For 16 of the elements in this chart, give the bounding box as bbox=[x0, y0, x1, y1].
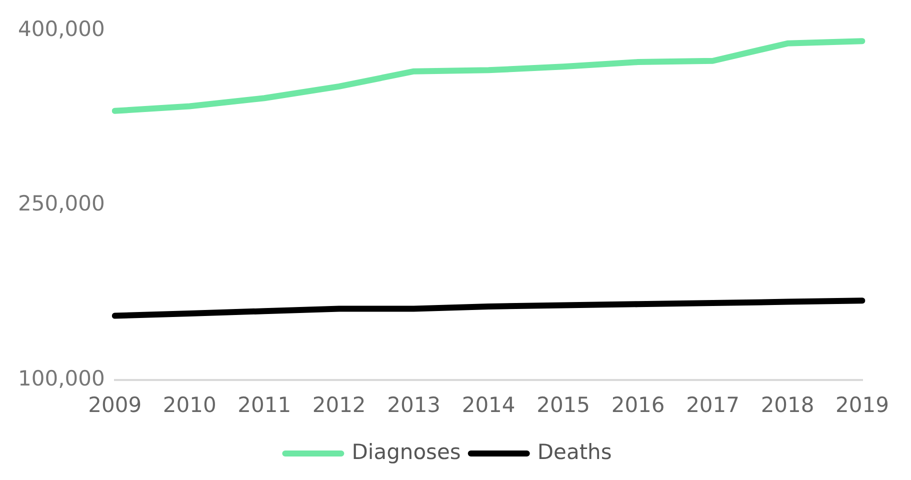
x-tick-label: 2015 bbox=[536, 392, 590, 417]
x-tick-label: 2011 bbox=[238, 392, 292, 417]
x-tick-label: 2012 bbox=[312, 392, 366, 417]
y-tick-label: 100,000 bbox=[18, 366, 105, 390]
x-tick-label: 2010 bbox=[162, 392, 216, 417]
x-tick-label: 2013 bbox=[387, 392, 441, 417]
y-tick-label: 400,000 bbox=[18, 17, 105, 42]
x-tick-label: 2019 bbox=[836, 392, 890, 417]
x-tick-label: 2014 bbox=[462, 392, 516, 417]
legend-label: Diagnoses bbox=[352, 440, 461, 464]
x-tick-label: 2017 bbox=[686, 392, 740, 417]
y-tick-label: 250,000 bbox=[18, 192, 105, 216]
x-tick-label: 2016 bbox=[611, 392, 665, 417]
legend-label: Deaths bbox=[537, 440, 612, 464]
x-tick-label: 2018 bbox=[760, 392, 814, 417]
x-tick-label: 2009 bbox=[88, 392, 142, 417]
